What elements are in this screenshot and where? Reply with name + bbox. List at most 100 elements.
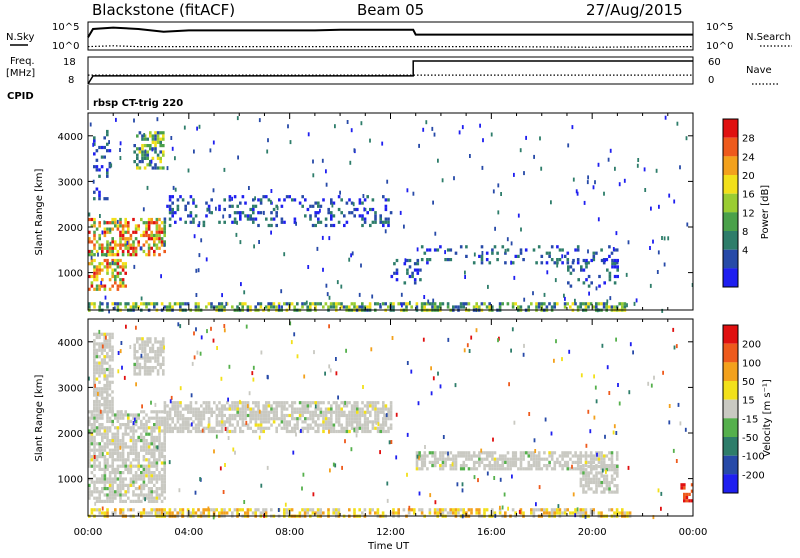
heatmap-cell: [317, 429, 320, 434]
heatmap-cell: [103, 483, 107, 487]
heatmap-cell: [241, 401, 245, 405]
heatmap-cell: [124, 477, 127, 481]
heatmap-cell: [488, 464, 492, 468]
heatmap-cell: [433, 305, 437, 309]
heatmap-cell: [420, 258, 424, 262]
heatmap-cell: [433, 302, 437, 306]
heatmap-cell: [111, 419, 114, 423]
heatmap-cell: [246, 401, 250, 405]
heatmap-cell: [147, 493, 151, 497]
heatmap-cell: [226, 420, 229, 424]
heatmap-cell: [356, 401, 359, 405]
heatmap-cell: [569, 467, 572, 471]
heatmap-cell: [121, 230, 125, 234]
heatmap-cell: [176, 413, 180, 418]
heatmap-cell: [108, 416, 112, 420]
heatmap-cell: [140, 233, 143, 238]
heatmap-cell: [545, 464, 549, 468]
heatmap-cell: [95, 413, 99, 417]
heatmap-cell: [563, 254, 567, 258]
heatmap-cell: [138, 343, 142, 347]
heatmap-cell: [233, 413, 237, 418]
heatmap-cell: [116, 429, 120, 433]
heatmap-cell: [103, 432, 107, 436]
heatmap-cell: [124, 429, 127, 433]
heatmap-cell: [166, 426, 169, 430]
heatmap-cell: [553, 261, 557, 265]
heatmap-cell: [428, 460, 432, 464]
heatmap-point: [636, 163, 639, 168]
heatmap-cell: [306, 429, 310, 434]
heatmap-cell: [197, 305, 200, 309]
heatmap-cell: [395, 268, 399, 272]
heatmap-cell: [384, 302, 387, 306]
heatmap-cell: [527, 460, 531, 464]
heatmap-cell: [121, 445, 125, 449]
heatmap-cell: [134, 451, 138, 455]
heatmap-cell: [613, 464, 616, 469]
heatmap-cell: [504, 454, 507, 458]
heatmap-cell: [353, 413, 356, 418]
heatmap-point: [283, 252, 286, 257]
heatmap-cell: [124, 458, 127, 462]
heatmap-cell: [192, 217, 195, 221]
heatmap-cell: [111, 371, 114, 375]
heatmap-cell: [106, 435, 109, 439]
heatmap-cell: [106, 149, 109, 153]
heatmap-cell: [569, 271, 573, 275]
heatmap-cell: [324, 426, 328, 430]
heatmap-cell: [176, 429, 180, 434]
heatmap-cell: [155, 487, 159, 491]
heatmap-point: [174, 187, 177, 192]
heatmap-cell: [106, 406, 109, 410]
heatmap-cell: [283, 511, 286, 515]
heatmap-cell: [171, 420, 174, 424]
heatmap-point: [555, 339, 557, 344]
heatmap-point: [586, 180, 589, 185]
heatmap-cell: [174, 410, 177, 414]
heatmap-cell: [101, 432, 104, 436]
heatmap-cell: [384, 207, 388, 212]
heatmap-cell: [582, 487, 585, 491]
heatmap-cell: [602, 302, 606, 306]
heatmap-cell: [621, 511, 624, 515]
heatmap-cell: [688, 499, 691, 503]
heatmap-cell: [127, 416, 130, 420]
heatmap-cell: [158, 455, 161, 459]
heatmap-cell: [192, 201, 195, 205]
heatmap-cell: [608, 480, 611, 485]
heatmap-cell: [124, 423, 127, 427]
heatmap-cell: [127, 487, 130, 491]
heatmap-cell: [218, 413, 221, 418]
heatmap-cell: [121, 262, 125, 266]
heatmap-cell: [506, 464, 510, 468]
heatmap-cell: [106, 361, 109, 365]
heatmap-cell: [192, 426, 195, 430]
heatmap-point: [135, 382, 137, 387]
heatmap-cell: [160, 467, 164, 471]
heatmap-cell: [285, 426, 289, 430]
heatmap-cell: [306, 410, 310, 414]
heatmap-cell: [441, 511, 445, 515]
heatmap-cell: [134, 224, 138, 228]
heatmap-cell: [153, 302, 156, 306]
heatmap-cell: [231, 401, 234, 405]
heatmap-cell: [366, 410, 369, 414]
heatmap-cell: [327, 207, 330, 212]
heatmap-point: [104, 464, 107, 469]
heatmap-cell: [133, 366, 136, 370]
heatmap-cell: [95, 364, 99, 368]
heatmap-point: [623, 178, 626, 183]
heatmap-cell: [137, 227, 140, 231]
heatmap-cell: [101, 474, 104, 478]
colorbar-swatch: [723, 249, 738, 269]
heatmap-cell: [371, 404, 375, 408]
heatmap-cell: [270, 423, 273, 427]
heatmap-cell: [501, 464, 505, 468]
heatmap-cell: [252, 217, 255, 221]
heatmap-cell: [127, 221, 130, 225]
heatmap-cell: [358, 407, 362, 411]
heatmap-cell: [111, 249, 114, 254]
